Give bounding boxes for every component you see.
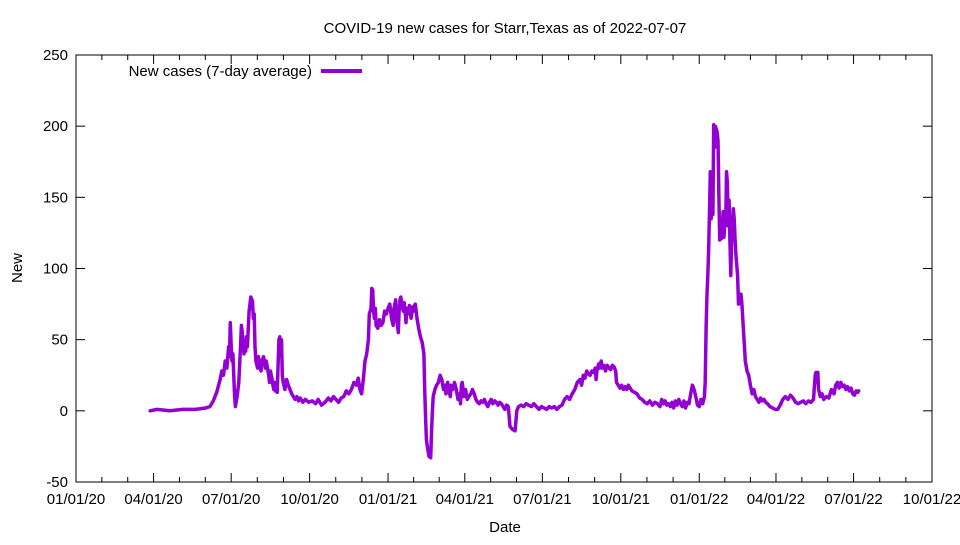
x-tick-label: 01/01/22	[670, 491, 728, 508]
y-axis-label: New	[9, 253, 26, 283]
x-axis-label: Date	[489, 519, 521, 536]
y-tick-label: 250	[43, 47, 68, 64]
x-tick-label: 07/01/22	[824, 491, 882, 508]
y-tick-label: 100	[43, 261, 68, 278]
y-tick-label: 200	[43, 118, 68, 135]
x-tick-label: 10/01/22	[903, 491, 960, 508]
y-tick-label: -50	[46, 474, 68, 491]
x-axis-ticks: 01/01/20 04/01/20 07/01/20 10/01/20 01/01/21…	[47, 55, 960, 508]
x-tick-label: 07/01/20	[202, 491, 260, 508]
x-tick-label: 04/01/21	[436, 491, 494, 508]
y-tick-label: 0	[60, 403, 68, 420]
y-tick-label: 50	[51, 332, 68, 349]
x-tick-label: 01/01/21	[359, 491, 417, 508]
x-tick-label: 10/01/21	[592, 491, 650, 508]
x-tick-label: 10/01/20	[280, 491, 338, 508]
x-tick-label: 07/01/21	[513, 491, 571, 508]
chart-title: COVID-19 new cases for Starr,Texas as of…	[324, 20, 687, 37]
plot-frame	[75, 54, 933, 483]
y-tick-label: 150	[43, 189, 68, 206]
x-tick-label: 04/01/22	[747, 491, 805, 508]
series-line-new-cases	[148, 122, 861, 460]
x-tick-label: 01/01/20	[47, 491, 105, 508]
x-tick-label: 04/01/20	[124, 491, 182, 508]
legend-label: New cases (7-day average)	[129, 63, 312, 80]
legend: New cases (7-day average)	[129, 63, 362, 80]
y-axis-ticks: -50 0 50 100 150 200 250	[43, 47, 932, 491]
